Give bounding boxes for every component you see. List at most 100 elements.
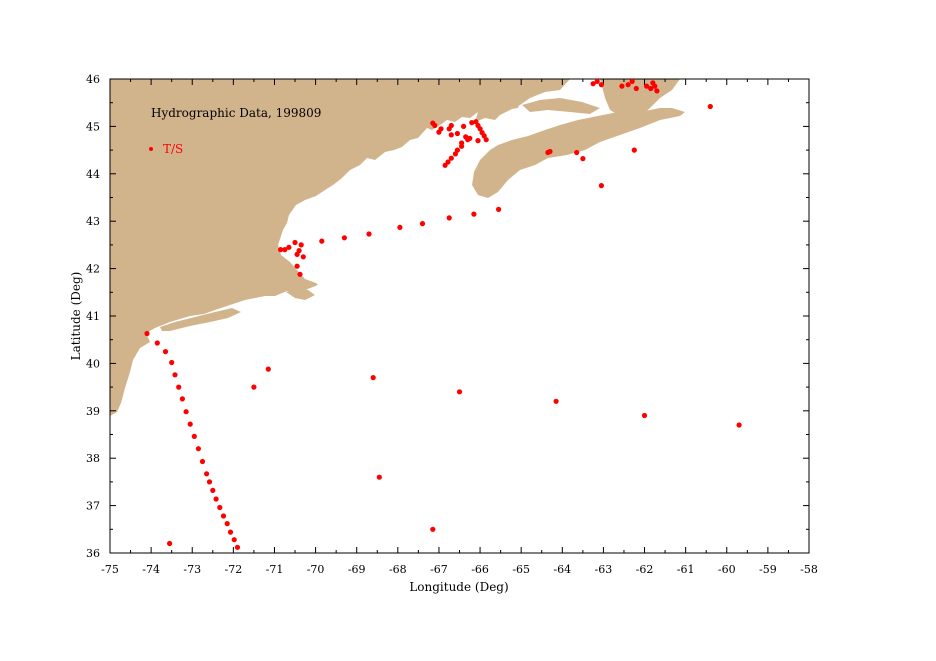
station-point	[496, 206, 502, 212]
station-point	[187, 421, 193, 427]
land-coastline	[110, 79, 685, 416]
station-point	[442, 162, 448, 168]
x-tick-label: -64	[553, 563, 571, 576]
y-tick-label: 43	[86, 215, 100, 228]
x-tick-label: -59	[759, 563, 777, 576]
station-point	[625, 82, 631, 88]
station-point	[376, 474, 382, 480]
x-tick-label: -69	[348, 563, 366, 576]
station-point	[641, 412, 648, 419]
x-tick-label: -63	[595, 563, 613, 576]
land-nova-scotia	[472, 108, 685, 198]
station-point	[199, 458, 206, 465]
station-point	[282, 247, 288, 253]
x-tick-label: -60	[718, 563, 736, 576]
station-point	[172, 372, 178, 378]
x-axis-title: Longitude (Deg)	[409, 580, 508, 594]
station-point	[144, 330, 150, 337]
axis-ticks	[109, 78, 810, 554]
station-point	[251, 384, 257, 390]
station-point	[176, 384, 182, 390]
land-cape-cod	[286, 288, 315, 300]
y-axis-title: Latitude (Deg)	[69, 272, 83, 361]
y-tick-label: 40	[86, 357, 100, 370]
station-point	[204, 471, 210, 477]
station-point	[432, 122, 438, 129]
map-title: Hydrographic Data, 199809	[151, 106, 321, 120]
x-tick-label: -75	[101, 563, 119, 576]
land-long-island	[160, 308, 241, 331]
y-tick-label: 39	[86, 405, 100, 418]
x-tick-label: -70	[307, 563, 325, 576]
legend-label: T/S	[163, 142, 183, 156]
station-point	[650, 80, 656, 86]
x-tick-label: -67	[430, 563, 448, 576]
y-tick-label: 42	[86, 263, 100, 276]
station-point	[231, 537, 237, 543]
station-point	[224, 521, 230, 527]
x-tick-label: -74	[142, 563, 160, 576]
station-point	[397, 224, 403, 230]
station-point	[574, 149, 580, 156]
station-points	[144, 78, 742, 550]
station-point	[547, 148, 553, 155]
x-tick-label: -62	[636, 563, 654, 576]
station-point	[278, 247, 284, 253]
station-point	[448, 122, 454, 129]
station-point	[183, 409, 189, 415]
station-point	[162, 349, 169, 355]
station-point	[220, 513, 227, 519]
station-point	[619, 83, 625, 89]
station-point	[594, 78, 600, 84]
station-point	[167, 540, 173, 547]
land-pei	[522, 98, 600, 114]
station-point	[179, 396, 185, 402]
station-point	[217, 504, 223, 511]
x-tick-label: -58	[800, 563, 818, 576]
y-tick-label: 45	[86, 120, 100, 133]
station-point	[483, 137, 489, 143]
station-point	[169, 359, 175, 366]
station-point	[736, 422, 742, 428]
station-point	[629, 78, 635, 84]
station-point	[210, 487, 216, 493]
station-point	[459, 143, 465, 149]
land-cape-breton	[600, 79, 680, 120]
station-point	[465, 137, 471, 143]
station-point	[598, 82, 605, 88]
station-point	[448, 132, 454, 138]
y-tick-label: 37	[86, 500, 100, 513]
station-point	[265, 366, 271, 372]
station-point	[234, 544, 241, 550]
station-point	[296, 248, 302, 254]
x-tick-label: -72	[224, 563, 242, 576]
station-point	[475, 138, 481, 144]
station-point	[206, 479, 213, 485]
axis-tick-labels: -75 -74 -73 -72 -71 -70 -69 -68 -67 -66 -65 -64 -63 -…	[86, 73, 818, 576]
station-point	[473, 119, 479, 125]
station-point	[598, 183, 605, 189]
land-mainland	[110, 79, 535, 416]
station-point	[448, 155, 454, 161]
land-new-brunswick	[475, 79, 570, 122]
station-point	[286, 244, 292, 250]
station-point	[590, 81, 596, 87]
station-point	[227, 529, 234, 535]
station-point	[436, 129, 442, 135]
station-point	[553, 398, 559, 404]
station-point	[154, 340, 160, 346]
legend-marker	[149, 147, 153, 151]
station-point	[631, 147, 637, 153]
station-point	[366, 231, 372, 237]
station-point	[707, 103, 713, 110]
x-tick-label: -61	[677, 563, 695, 576]
station-point	[644, 83, 650, 89]
station-point	[294, 263, 300, 269]
x-tick-label: -73	[183, 563, 201, 576]
x-tick-label: -65	[512, 563, 530, 576]
y-tick-label: 38	[86, 452, 100, 465]
x-tick-label: -71	[266, 563, 284, 576]
station-point	[341, 235, 347, 241]
station-point	[469, 120, 475, 126]
station-point	[633, 85, 639, 92]
